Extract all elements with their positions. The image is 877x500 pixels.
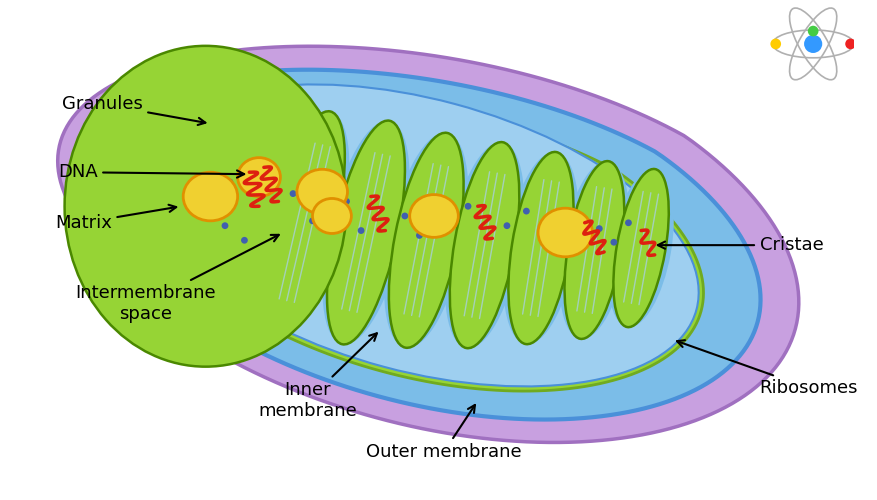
- Ellipse shape: [565, 161, 624, 339]
- Ellipse shape: [222, 222, 228, 229]
- Ellipse shape: [542, 225, 549, 232]
- Polygon shape: [58, 46, 799, 442]
- Ellipse shape: [770, 38, 781, 49]
- Ellipse shape: [183, 172, 238, 221]
- Ellipse shape: [343, 198, 350, 205]
- Text: Ribosomes: Ribosomes: [677, 340, 859, 397]
- Ellipse shape: [297, 170, 347, 214]
- Ellipse shape: [560, 161, 630, 339]
- Ellipse shape: [416, 232, 423, 239]
- Ellipse shape: [312, 198, 352, 234]
- Polygon shape: [134, 100, 703, 391]
- Ellipse shape: [65, 46, 346, 366]
- Ellipse shape: [402, 212, 409, 220]
- Text: Outer membrane: Outer membrane: [366, 405, 522, 461]
- Ellipse shape: [309, 218, 316, 224]
- Ellipse shape: [289, 190, 296, 197]
- Ellipse shape: [410, 194, 459, 238]
- Ellipse shape: [562, 208, 568, 214]
- Ellipse shape: [503, 152, 579, 344]
- Ellipse shape: [327, 120, 405, 344]
- Ellipse shape: [509, 152, 574, 344]
- Ellipse shape: [613, 169, 669, 327]
- Ellipse shape: [389, 132, 464, 348]
- Ellipse shape: [241, 237, 248, 244]
- Ellipse shape: [450, 142, 519, 348]
- Ellipse shape: [358, 227, 365, 234]
- Ellipse shape: [238, 158, 281, 196]
- Ellipse shape: [260, 111, 349, 334]
- Ellipse shape: [595, 225, 602, 232]
- Ellipse shape: [610, 239, 617, 246]
- Ellipse shape: [804, 35, 823, 53]
- Text: Matrix: Matrix: [55, 204, 176, 232]
- Ellipse shape: [323, 120, 410, 344]
- Ellipse shape: [523, 208, 530, 214]
- Polygon shape: [87, 70, 760, 420]
- Ellipse shape: [140, 84, 699, 386]
- Text: Cristae: Cristae: [658, 236, 824, 254]
- Ellipse shape: [609, 169, 674, 327]
- Ellipse shape: [465, 203, 472, 209]
- Ellipse shape: [503, 222, 510, 229]
- Ellipse shape: [199, 105, 281, 308]
- Ellipse shape: [226, 178, 233, 186]
- Text: DNA: DNA: [58, 163, 244, 181]
- Ellipse shape: [265, 111, 345, 334]
- Text: Granules: Granules: [61, 95, 205, 125]
- Ellipse shape: [445, 142, 524, 348]
- Ellipse shape: [538, 208, 593, 257]
- Ellipse shape: [446, 220, 452, 226]
- Text: Inner
membrane: Inner membrane: [258, 334, 377, 420]
- Ellipse shape: [845, 38, 856, 49]
- Ellipse shape: [384, 132, 468, 348]
- Ellipse shape: [808, 26, 818, 36]
- Text: Intermembrane
space: Intermembrane space: [75, 235, 279, 323]
- Ellipse shape: [195, 105, 285, 308]
- Ellipse shape: [625, 220, 631, 226]
